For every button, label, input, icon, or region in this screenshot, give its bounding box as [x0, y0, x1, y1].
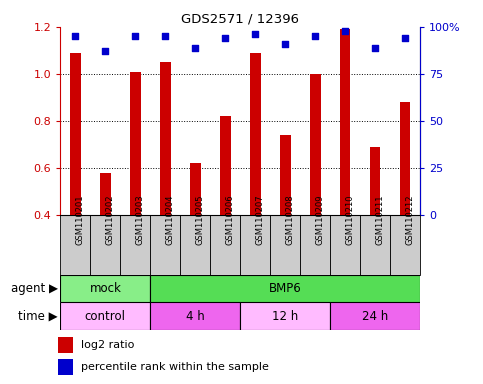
Bar: [60, 215, 90, 275]
Bar: [180, 215, 210, 275]
Bar: [370, 147, 381, 309]
Bar: [310, 74, 321, 309]
Text: 24 h: 24 h: [362, 310, 388, 323]
Bar: [60, 275, 150, 302]
Point: [282, 41, 289, 47]
Text: GSM110212: GSM110212: [405, 195, 414, 245]
Bar: [210, 215, 240, 275]
Point: [161, 33, 169, 40]
Point: [341, 28, 349, 34]
Text: percentile rank within the sample: percentile rank within the sample: [81, 362, 269, 372]
Bar: [330, 302, 420, 330]
Point: [71, 33, 79, 40]
Point: [252, 31, 259, 38]
Bar: [330, 215, 360, 275]
Text: GSM110203: GSM110203: [135, 194, 144, 245]
Text: GSM110210: GSM110210: [345, 195, 354, 245]
Bar: [400, 102, 411, 309]
Text: log2 ratio: log2 ratio: [81, 340, 134, 350]
Bar: [150, 215, 180, 275]
Bar: [300, 215, 330, 275]
Text: GSM110211: GSM110211: [375, 195, 384, 245]
Bar: [100, 173, 111, 309]
Bar: [220, 116, 230, 309]
Point: [371, 45, 379, 51]
Bar: [241, 302, 330, 330]
Bar: [280, 135, 290, 309]
Text: mock: mock: [89, 282, 121, 295]
Bar: [58, 337, 73, 353]
Point: [221, 35, 229, 41]
Text: GSM110201: GSM110201: [75, 195, 85, 245]
Point: [312, 33, 319, 40]
Bar: [190, 163, 200, 309]
Bar: [360, 215, 390, 275]
Text: BMP6: BMP6: [269, 282, 302, 295]
Text: GSM110204: GSM110204: [165, 195, 174, 245]
Text: GSM110205: GSM110205: [195, 195, 204, 245]
Bar: [150, 275, 420, 302]
Text: time ▶: time ▶: [18, 310, 58, 323]
Point: [131, 33, 139, 40]
Bar: [270, 215, 300, 275]
Text: control: control: [85, 310, 126, 323]
Bar: [60, 302, 150, 330]
Text: 4 h: 4 h: [186, 310, 205, 323]
Bar: [150, 302, 240, 330]
Text: agent ▶: agent ▶: [11, 282, 58, 295]
Text: 12 h: 12 h: [272, 310, 298, 323]
Bar: [58, 359, 73, 375]
Bar: [90, 215, 120, 275]
Bar: [160, 62, 170, 309]
Bar: [241, 215, 270, 275]
Bar: [70, 53, 81, 309]
Bar: [340, 29, 351, 309]
Bar: [130, 71, 141, 309]
Text: GSM110206: GSM110206: [225, 194, 234, 245]
Title: GDS2571 / 12396: GDS2571 / 12396: [181, 13, 299, 26]
Text: GSM110207: GSM110207: [256, 194, 264, 245]
Bar: [120, 215, 150, 275]
Text: GSM110208: GSM110208: [285, 194, 294, 245]
Point: [191, 45, 199, 51]
Point: [101, 48, 109, 55]
Point: [401, 35, 409, 41]
Bar: [250, 53, 260, 309]
Text: GSM110202: GSM110202: [105, 195, 114, 245]
Bar: [390, 215, 420, 275]
Text: GSM110209: GSM110209: [315, 195, 324, 245]
